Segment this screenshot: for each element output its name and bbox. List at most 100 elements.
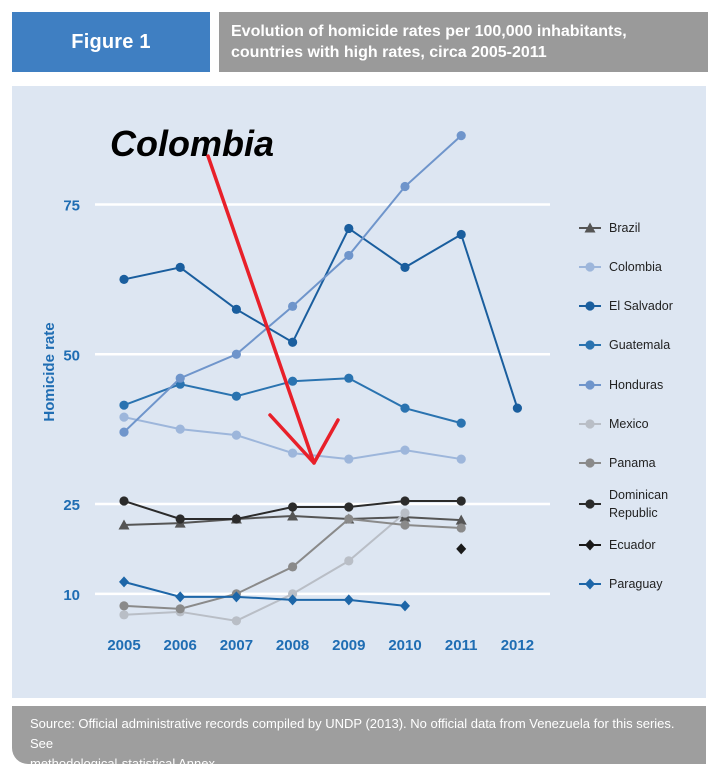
legend-label: Panama [609, 456, 656, 470]
data-point-paraguay [343, 594, 354, 606]
legend-marker-guatemala [585, 340, 595, 350]
data-point-colombia [288, 448, 298, 458]
data-point-guatemala [400, 403, 410, 413]
annotation-arrow-shaft [206, 154, 316, 465]
data-point-dominican-republic [175, 514, 185, 524]
y-tick-label: 10 [63, 587, 80, 604]
data-point-brazil [455, 514, 467, 525]
figure-title-line-1: Evolution of homicide rates per 100,000 … [231, 23, 627, 40]
data-point-colombia [344, 454, 354, 464]
data-point-honduras [175, 373, 185, 383]
legend-label: El Salvador [609, 299, 673, 313]
data-point-colombia [456, 454, 466, 464]
legend-marker-panama [585, 458, 595, 468]
data-point-paraguay [400, 600, 410, 612]
series-line-honduras [123, 134, 462, 433]
x-tick-label: 2010 [388, 637, 421, 654]
x-tick-label: 2011 [445, 637, 478, 654]
x-tick-label: 2005 [107, 637, 140, 654]
annotation-arrow-head [268, 413, 340, 465]
data-point-guatemala [456, 418, 466, 428]
data-point-honduras [456, 131, 466, 141]
legend-label: Ecuador [609, 538, 656, 552]
data-point-brazil [118, 519, 130, 530]
data-point-dominican-republic [119, 496, 129, 506]
data-point-honduras [344, 250, 354, 261]
data-point-panama [456, 523, 466, 533]
colombia-annotation: Colombia [110, 123, 274, 164]
data-point-paraguay [175, 591, 186, 603]
data-point-panama [119, 601, 129, 611]
data-point-honduras [119, 427, 129, 437]
chart-panel [12, 86, 706, 698]
x-tick-label: 2009 [332, 637, 365, 654]
series-line-el-salvador [123, 226, 519, 409]
data-point-colombia [231, 430, 241, 440]
legend-label: Colombia [609, 260, 662, 274]
x-tick-label: 2006 [164, 637, 197, 654]
data-point-dominican-republic [400, 496, 410, 506]
data-point-panama [344, 514, 354, 524]
data-point-dominican-republic [344, 502, 354, 512]
legend-marker-brazil [584, 222, 596, 233]
data-point-ecuador [456, 543, 467, 555]
data-point-dominican-republic [288, 502, 298, 512]
series-line-mexico [123, 512, 406, 622]
data-point-honduras [288, 301, 298, 311]
legend-label: Honduras [609, 378, 663, 392]
data-point-colombia [119, 412, 129, 422]
legend-label: Guatemala [609, 338, 670, 352]
data-point-el-salvador [288, 337, 298, 347]
data-point-panama [288, 562, 298, 572]
legend-label: Dominican Republic [609, 488, 668, 520]
source-note-line-1: Source: Official administrative records … [30, 716, 675, 751]
data-point-colombia [175, 424, 185, 434]
data-point-paraguay [287, 594, 298, 606]
y-tick-label: 50 [63, 347, 80, 364]
legend-marker-dominican-republic [585, 499, 595, 509]
legend-label: Mexico [609, 417, 649, 431]
source-note-line-2: methodological-statistical Annex. [30, 756, 219, 771]
data-point-honduras [400, 181, 410, 192]
data-point-paraguay [119, 576, 129, 588]
data-point-guatemala [288, 376, 298, 386]
legend-marker-honduras [585, 380, 595, 390]
data-point-panama [175, 604, 185, 614]
data-point-mexico [288, 589, 298, 599]
legend-label: Paraguay [609, 577, 663, 591]
x-tick-label: 2007 [220, 637, 253, 654]
data-point-brazil [287, 510, 299, 521]
data-point-el-salvador [175, 262, 185, 272]
y-axis-label: Homicide rate [41, 322, 58, 421]
legend-marker-ecuador [585, 539, 595, 551]
data-point-honduras [231, 349, 241, 359]
data-point-guatemala [119, 400, 129, 410]
legend-label: Brazil [609, 221, 640, 235]
figure-title-line-2: countries with high rates, circa 2005-20… [231, 44, 547, 61]
data-point-panama [400, 520, 410, 530]
data-point-guatemala [231, 391, 241, 401]
data-point-el-salvador [231, 304, 241, 314]
data-point-mexico [344, 556, 354, 566]
data-point-dominican-republic [456, 496, 466, 506]
data-point-el-salvador [344, 223, 354, 234]
data-point-el-salvador [400, 262, 410, 272]
data-point-mexico [119, 610, 129, 620]
legend-marker-colombia [585, 262, 595, 272]
x-tick-label: 2012 [501, 637, 534, 654]
legend-marker-el-salvador [585, 301, 595, 311]
figure-label: Figure 1 [12, 12, 210, 72]
data-point-paraguay [231, 591, 242, 603]
data-point-el-salvador [456, 229, 466, 240]
source-note: Source: Official administrative records … [12, 706, 706, 771]
data-point-guatemala [344, 373, 354, 383]
data-point-mexico [231, 616, 241, 626]
figure-title: Evolution of homicide rates per 100,000 … [219, 12, 708, 72]
y-tick-label: 75 [63, 198, 80, 215]
data-point-mexico [400, 508, 410, 518]
data-point-dominican-republic [231, 514, 241, 524]
data-point-el-salvador [512, 403, 523, 413]
legend-marker-mexico [585, 419, 595, 429]
data-point-colombia [400, 445, 410, 455]
